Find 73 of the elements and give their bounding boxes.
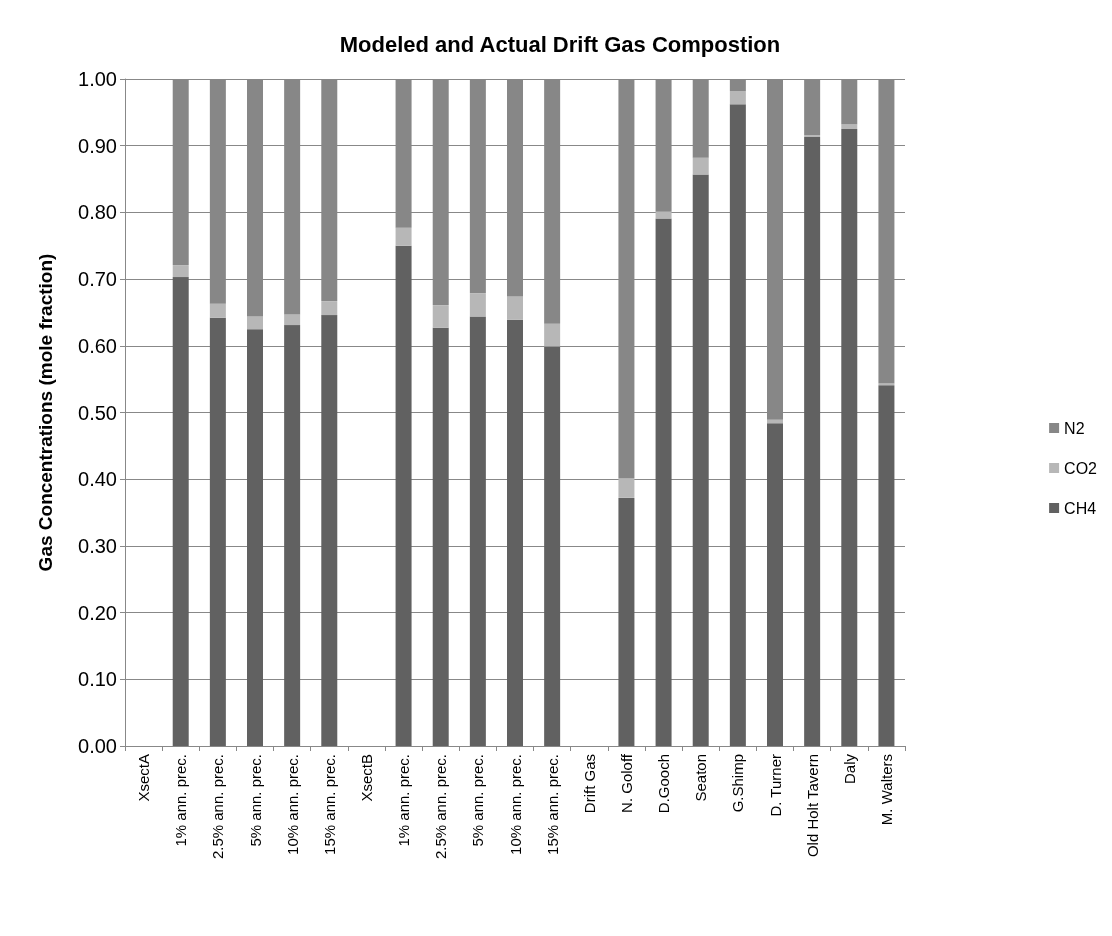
bar (655, 218, 672, 746)
x-tick-label: 2.5% ann. prec. (209, 754, 227, 860)
y-tick-label: 0.20 (78, 601, 117, 624)
y-tick-label: 1.00 (78, 68, 117, 90)
bar (841, 124, 858, 130)
x-tick-label: Seaton (692, 754, 710, 802)
bar (692, 157, 709, 175)
bar (432, 305, 449, 328)
legend-label: CH4 (1064, 499, 1097, 517)
bar (209, 303, 226, 318)
x-tick-label: Drift Gas (580, 754, 598, 814)
bar (172, 277, 189, 746)
bar (544, 323, 561, 347)
bar (321, 301, 338, 316)
bar (247, 316, 263, 330)
y-tick-label: 0.80 (78, 201, 117, 224)
x-tick-label: D. Turner (766, 754, 784, 817)
bar (395, 245, 412, 746)
x-tick-label: 5% ann. prec. (246, 754, 264, 847)
bar (804, 137, 821, 746)
x-tick-label: G.Shimp (729, 754, 747, 813)
bar (544, 346, 561, 746)
bar (284, 314, 301, 326)
bar (767, 423, 783, 746)
x-tick-label: M. Walters (877, 754, 895, 826)
chart-title: Modeled and Actual Drift Gas Compostion (339, 31, 781, 57)
bar (878, 385, 895, 746)
x-tick-label: N. Goloff (617, 753, 635, 813)
y-tick-label: 0.00 (78, 735, 117, 757)
x-tick-label: 5% ann. prec. (469, 754, 487, 847)
bar (767, 419, 783, 424)
y-tick-label: 0.50 (78, 401, 117, 424)
bar (209, 317, 226, 746)
bar (618, 497, 635, 746)
x-tick-label: Old Holt Tavern (803, 754, 821, 858)
x-tick-label: D.Gooch (655, 754, 673, 814)
bar (284, 325, 301, 746)
bar (321, 315, 338, 746)
bar (655, 211, 672, 219)
bar (692, 174, 709, 746)
x-tick-label: 10% ann. prec. (283, 754, 301, 855)
x-tick-label: 2.5% ann. prec. (432, 754, 450, 860)
y-tick-label: 0.70 (78, 268, 117, 291)
bar (729, 104, 746, 746)
x-tick-label: 1% ann. prec. (395, 754, 413, 847)
bar (618, 478, 635, 498)
bar (172, 265, 189, 278)
bar (507, 319, 523, 746)
bar (729, 91, 746, 105)
bar (804, 135, 821, 138)
y-tick-label: 0.40 (78, 468, 117, 491)
legend-label: N2 (1064, 419, 1085, 437)
y-tick-label: 0.90 (78, 134, 117, 157)
legend-label: CO2 (1064, 459, 1098, 477)
x-tick-label: 10% ann. prec. (506, 754, 524, 855)
x-tick-label: 15% ann. prec. (543, 754, 561, 855)
bar (469, 293, 486, 317)
y-tick-label: 0.30 (78, 534, 117, 557)
bar (469, 316, 486, 746)
bar (507, 296, 523, 320)
bar (247, 329, 263, 746)
bar (432, 327, 449, 746)
y-tick-label: 0.10 (78, 668, 117, 691)
x-tick-label: Daly (840, 753, 858, 785)
y-tick-label: 0.60 (78, 334, 117, 357)
x-tick-label: 15% ann. prec. (320, 754, 338, 855)
bar (395, 227, 412, 246)
bar (841, 129, 858, 746)
x-tick-label: 1% ann. prec. (172, 754, 190, 847)
x-tick-label: XsectB (357, 754, 375, 802)
y-axis-title: Gas Concentrations (mole fraction) (35, 253, 56, 572)
bar (878, 383, 895, 386)
x-tick-label: XsectA (135, 754, 153, 802)
